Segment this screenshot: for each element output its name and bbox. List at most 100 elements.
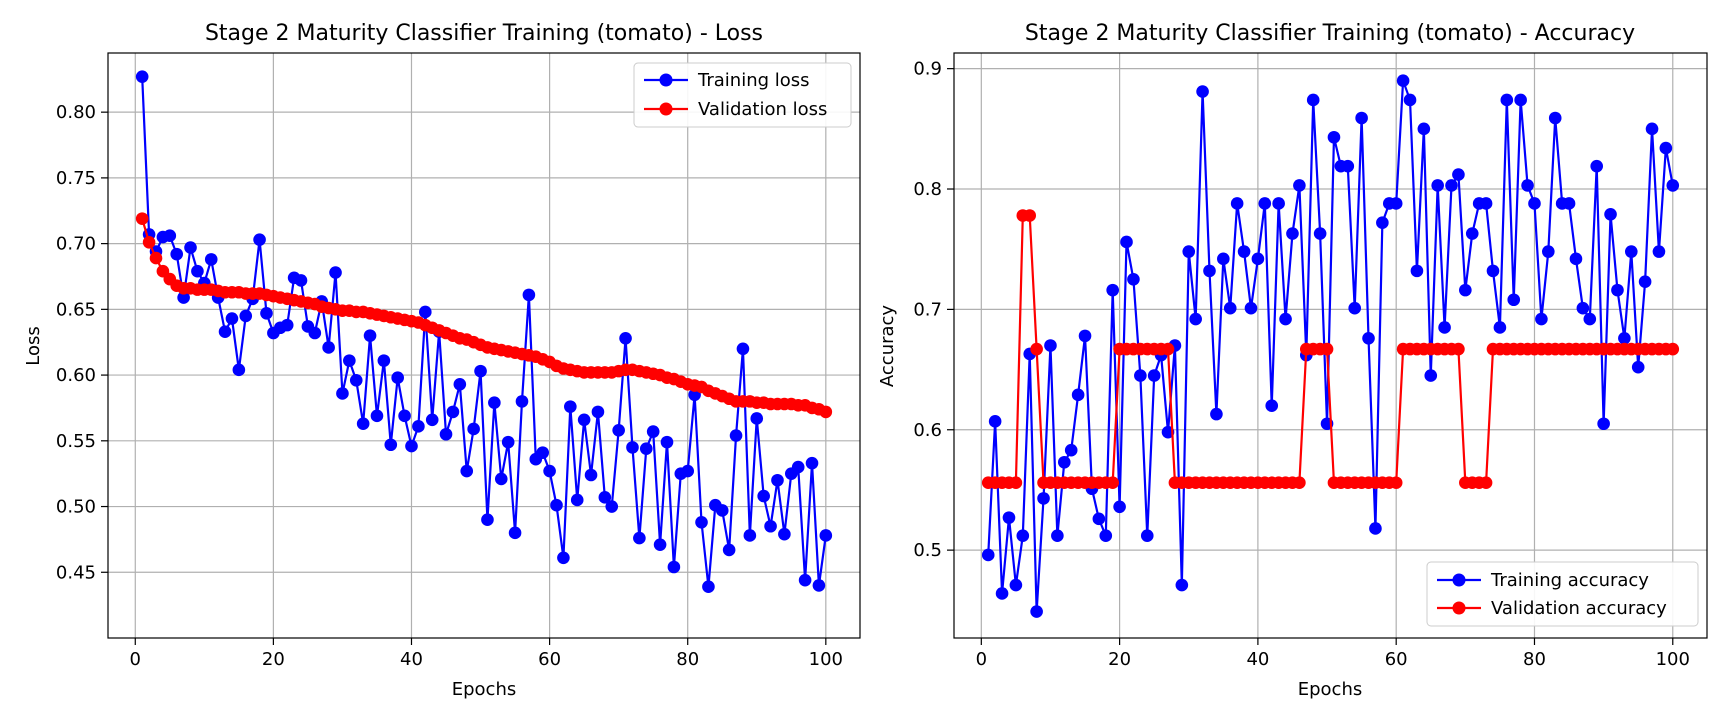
accuracy-training-point (1389, 197, 1403, 210)
accuracy-validation-point (1320, 342, 1334, 356)
accuracy-x-axis-label: Epochs (1298, 679, 1363, 700)
accuracy-chart-title: Stage 2 Maturity Classifier Training (to… (1025, 21, 1635, 46)
loss-training-point (646, 425, 660, 438)
accuracy-training-point (1272, 197, 1285, 210)
loss-validation-point (135, 212, 149, 225)
loss-training-point (536, 446, 549, 459)
accuracy-training-point (1078, 329, 1092, 343)
loss-training-point (308, 326, 322, 340)
accuracy-legend-box (1426, 561, 1699, 627)
loss-training-point (715, 504, 729, 517)
accuracy-training-point (1652, 245, 1666, 258)
loss-training-point (695, 516, 708, 529)
accuracy-training-point (1396, 74, 1410, 87)
accuracy-training-point (1286, 227, 1299, 240)
loss-y-tick-label: 0.65 (56, 299, 96, 320)
accuracy-training-point (1071, 388, 1085, 402)
loss-training-point (660, 435, 674, 449)
accuracy-series-layer (981, 74, 1680, 618)
accuracy-x-tick-label: 60 (1385, 649, 1408, 670)
loss-y-tick-label: 0.45 (56, 562, 96, 583)
accuracy-y-ticks: 0.5 0.6 0.7 0.8 0.9 (913, 59, 954, 561)
accuracy-x-tick-label: 20 (1108, 649, 1131, 670)
loss-training-point (812, 579, 826, 592)
loss-chart-title: Stage 2 Maturity Classifier Training (to… (205, 21, 763, 46)
accuracy-validation-point (1161, 342, 1175, 356)
accuracy-training-point (1341, 159, 1355, 173)
accuracy-training-point (1535, 312, 1548, 326)
accuracy-y-tick-label: 0.7 (913, 299, 942, 320)
accuracy-training-point (1645, 122, 1659, 136)
loss-training-point (570, 493, 584, 507)
loss-training-point (218, 325, 232, 339)
accuracy-training-point (1203, 264, 1216, 278)
accuracy-training-point (1521, 179, 1534, 192)
loss-training-point (584, 468, 598, 482)
accuracy-training-point (1244, 301, 1258, 315)
accuracy-training-point (1659, 141, 1673, 155)
loss-training-point (750, 412, 764, 425)
accuracy-training-point (1306, 93, 1320, 107)
loss-training-point (702, 580, 715, 594)
accuracy-training-point (1583, 312, 1597, 326)
accuracy-training-point (1562, 197, 1576, 210)
accuracy-training-point (1507, 293, 1521, 307)
accuracy-training-point (1369, 522, 1382, 535)
loss-training-point (488, 396, 501, 409)
loss-training-point (736, 342, 750, 356)
loss-training-line (141, 76, 827, 588)
loss-y-tick-label: 0.55 (56, 431, 96, 452)
accuracy-training-point (1030, 605, 1043, 618)
loss-training-point (363, 329, 377, 342)
loss-legend-box (633, 62, 852, 128)
accuracy-training-point (1037, 492, 1050, 505)
loss-training-point (453, 377, 467, 391)
accuracy-training-point (1631, 360, 1645, 374)
loss-training-point (204, 253, 218, 266)
accuracy-legend-marker-training (1452, 573, 1466, 587)
loss-training-point (819, 529, 833, 542)
accuracy-training-point (1548, 111, 1562, 125)
loss-y-axis-label: Loss (23, 326, 44, 365)
loss-x-axis-label: Epochs (452, 679, 517, 700)
accuracy-training-point (1459, 283, 1472, 297)
loss-x-tick-label: 60 (538, 649, 561, 670)
loss-validation-point (142, 236, 156, 249)
accuracy-training-point (1134, 369, 1147, 382)
accuracy-legend-label-training: Training accuracy (1490, 570, 1649, 591)
accuracy-plot-frame (953, 52, 1708, 639)
accuracy-training-point (1140, 529, 1154, 542)
loss-training-point (743, 529, 757, 542)
loss-legend-marker-validation (659, 102, 673, 116)
loss-training-point (619, 331, 632, 345)
accuracy-training-point (1044, 339, 1057, 352)
accuracy-training-point (1597, 417, 1610, 431)
accuracy-training-point (1438, 321, 1451, 334)
accuracy-y-tick-label: 0.5 (913, 540, 942, 561)
loss-training-point (522, 288, 536, 302)
accuracy-legend: Training accuracy Validation accuracy (1426, 561, 1699, 627)
loss-training-point (557, 551, 570, 565)
accuracy-training-point (1051, 529, 1064, 542)
loss-training-point (398, 409, 411, 423)
accuracy-training-line (987, 79, 1674, 613)
accuracy-training-point (1009, 578, 1023, 592)
loss-training-point (135, 70, 149, 83)
loss-training-point (349, 374, 363, 387)
accuracy-training-point (1500, 93, 1514, 107)
accuracy-training-point (1528, 197, 1541, 210)
loss-training-point (639, 442, 653, 456)
accuracy-training-point (1230, 197, 1244, 210)
accuracy-training-point (1424, 369, 1438, 382)
loss-training-point (626, 441, 639, 454)
loss-x-tick-label: 100 (809, 649, 843, 670)
loss-training-point (322, 341, 335, 354)
accuracy-training-point (981, 548, 995, 562)
accuracy-y-tick-label: 0.6 (913, 420, 942, 441)
loss-training-point (805, 456, 819, 470)
loss-training-point (329, 266, 342, 279)
loss-training-point (722, 543, 736, 557)
accuracy-training-point (1618, 331, 1631, 345)
accuracy-training-point (1590, 159, 1604, 173)
